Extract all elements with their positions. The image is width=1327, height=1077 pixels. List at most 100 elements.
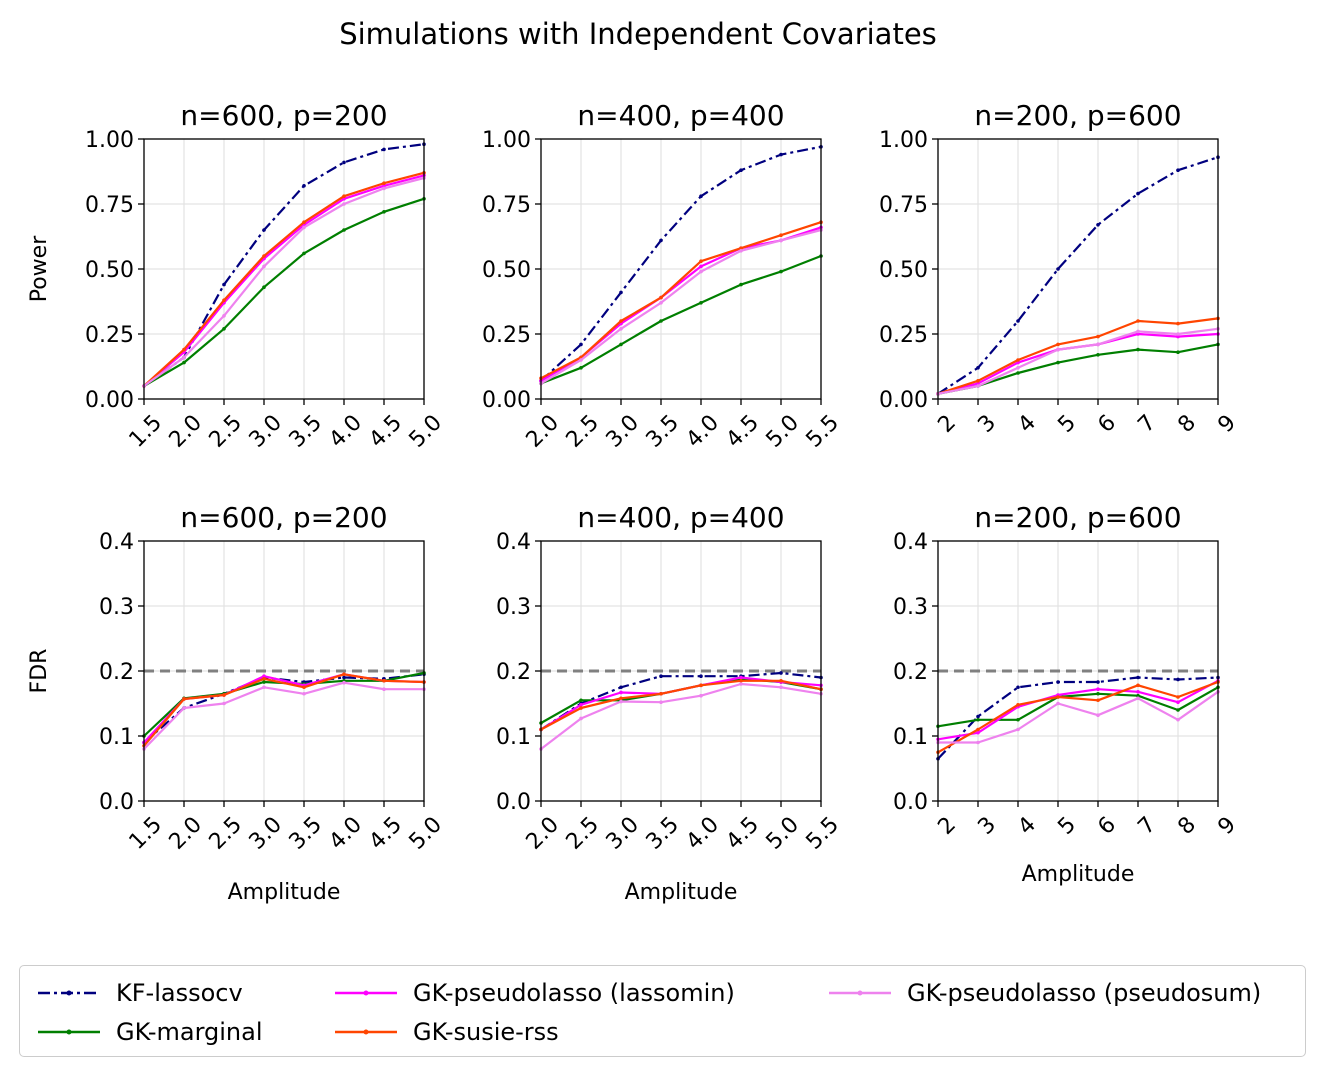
legend-swatch-gk-marginal [38,1029,100,1035]
data-point-kf-lassocv [1056,267,1060,271]
legend-label: KF-lassocv [116,979,243,1007]
data-point-kf-lassocv [659,238,663,243]
data-point-kf-lassocv [1096,680,1100,684]
x-axis-label: Amplitude [228,880,341,905]
x-tick-label: 5.0 [405,812,447,854]
x-tick-label: 3.0 [602,410,644,452]
data-point-gk-pseudolasso-pseudosum [382,687,386,691]
legend-label: GK-marginal [116,1018,263,1046]
x-tick-label: 1.5 [125,812,167,854]
x-tick-label: 2.0 [165,812,207,854]
data-point-gk-pseudolasso-lassomin [579,703,583,707]
data-point-gk-susie-rss [382,678,386,683]
data-point-gk-pseudolasso-pseudosum [1176,717,1180,722]
legend-swatch-gk-susie-rss [335,1029,397,1035]
subplot-title: n=400, p=400 [577,501,784,534]
y-tick-label: 0.75 [85,193,134,218]
x-tick-label: 7 [1133,410,1161,438]
data-point-gk-susie-rss [342,672,346,677]
data-point-gk-pseudolasso-pseudosum [182,355,186,360]
x-tick-label: 4.5 [365,410,407,452]
x-tick-label: 3.0 [602,812,644,854]
data-point-gk-pseudolasso-pseudosum [342,680,346,685]
data-point-kf-lassocv [619,290,623,295]
series-line-gk-pseudolasso-pseudosum [540,682,822,750]
x-tick-label: 5.5 [802,812,844,854]
y-tick-label: 0.25 [482,323,531,348]
x-tick-label: 5.0 [762,410,804,452]
data-point-gk-susie-rss [659,295,663,300]
legend-label: GK-pseudolasso (lassomin) [413,979,735,1007]
legend-item-kf-lassocv: KF-lassocv [34,978,243,1008]
data-point-kf-lassocv [1176,677,1180,682]
series-line-gk-pseudolasso-pseudosum [540,228,822,385]
x-tick-label: 4.0 [325,812,367,854]
data-point-gk-pseudolasso-pseudosum [739,682,743,686]
subplot-power-3: 0.00 0.25 0.50 0.75 1.00 2 3 4 5 6 7 8 9 n=200, p=600 [879,99,1241,438]
x-axis-label: Amplitude [1022,862,1135,887]
data-point-gk-marginal [1016,717,1020,722]
x-tick-label: 3.5 [285,410,327,452]
series-line-gk-pseudolasso-pseudosum [143,176,425,387]
x-tick-label: 5.5 [802,410,844,452]
data-point-gk-susie-rss [1176,321,1180,326]
y-tick-label: 0.3 [893,595,928,620]
x-tick-label: 3.5 [642,410,684,452]
data-point-kf-lassocv [779,671,783,675]
y-axis-label: FDR [27,649,52,694]
y-tick-label: 0.50 [482,258,531,283]
data-point-kf-lassocv [1136,191,1140,196]
data-point-gk-susie-rss [1016,358,1020,362]
x-tick-label: 4.0 [682,410,724,452]
x-tick-label: 3.5 [642,812,684,854]
data-point-gk-pseudolasso-pseudosum [579,358,583,362]
series-line-kf-lassocv [540,145,822,382]
data-point-gk-pseudolasso-pseudosum [779,685,783,690]
figure-title: Simulations with Independent Covariates [339,17,937,51]
data-point-gk-susie-rss [579,706,583,710]
x-tick-label: 2.0 [522,812,564,854]
x-tick-label: 3 [973,812,1001,840]
x-tick-label: 8 [1173,410,1201,438]
data-point-kf-lassocv [342,160,346,165]
series-line-gk-susie-rss [937,317,1219,395]
data-point-gk-marginal [182,360,186,365]
y-tick-label: 0.25 [85,323,134,348]
y-tick-label: 0.75 [879,193,928,218]
data-point-gk-pseudolasso-pseudosum [262,685,266,690]
legend: KF-lassocv GK-marginal GK-pseudolasso (l… [19,965,1306,1057]
x-tick-label: 2 [933,410,961,438]
x-tick-label: 5 [1053,812,1081,840]
data-point-gk-susie-rss [222,693,226,697]
data-point-gk-pseudolasso-lassomin [1176,700,1180,704]
data-point-gk-pseudolasso-pseudosum [739,249,743,253]
y-tick-label: 1.00 [879,128,928,153]
data-point-gk-pseudolasso-pseudosum [619,699,623,704]
x-tick-label: 9 [1213,812,1241,840]
subplot-fdr-2: 0.0 0.1 0.2 0.3 0.4 2.02.53.03.54.04.55.05.5 n… [496,501,844,905]
data-point-gk-pseudolasso-pseudosum [1016,366,1020,370]
data-point-gk-marginal [1136,347,1140,352]
data-point-gk-pseudolasso-pseudosum [779,238,783,243]
data-point-gk-susie-rss [382,181,386,185]
y-tick-label: 1.00 [85,128,134,153]
x-tick-label: 2.5 [205,410,247,452]
y-tick-label: 0.50 [879,258,928,283]
data-point-gk-susie-rss [182,347,186,352]
y-tick-label: 0.50 [85,258,134,283]
data-point-gk-pseudolasso-lassomin [976,381,980,386]
data-point-kf-lassocv [1056,680,1060,684]
x-tick-label: 5.0 [405,410,447,452]
x-tick-label: 3 [973,410,1001,438]
data-point-gk-pseudolasso-lassomin [619,690,623,695]
data-point-gk-susie-rss [699,259,703,264]
x-tick-label: 3.0 [245,410,287,452]
data-point-gk-susie-rss [302,220,306,224]
data-point-gk-susie-rss [779,678,783,683]
x-tick-label: 2.0 [165,410,207,452]
data-point-gk-marginal [1096,353,1100,357]
series-line-gk-pseudolasso-lassomin [143,174,425,387]
x-tick-label: 2.5 [205,812,247,854]
series-line-gk-susie-rss [143,673,425,747]
y-tick-label: 0.1 [496,725,531,750]
